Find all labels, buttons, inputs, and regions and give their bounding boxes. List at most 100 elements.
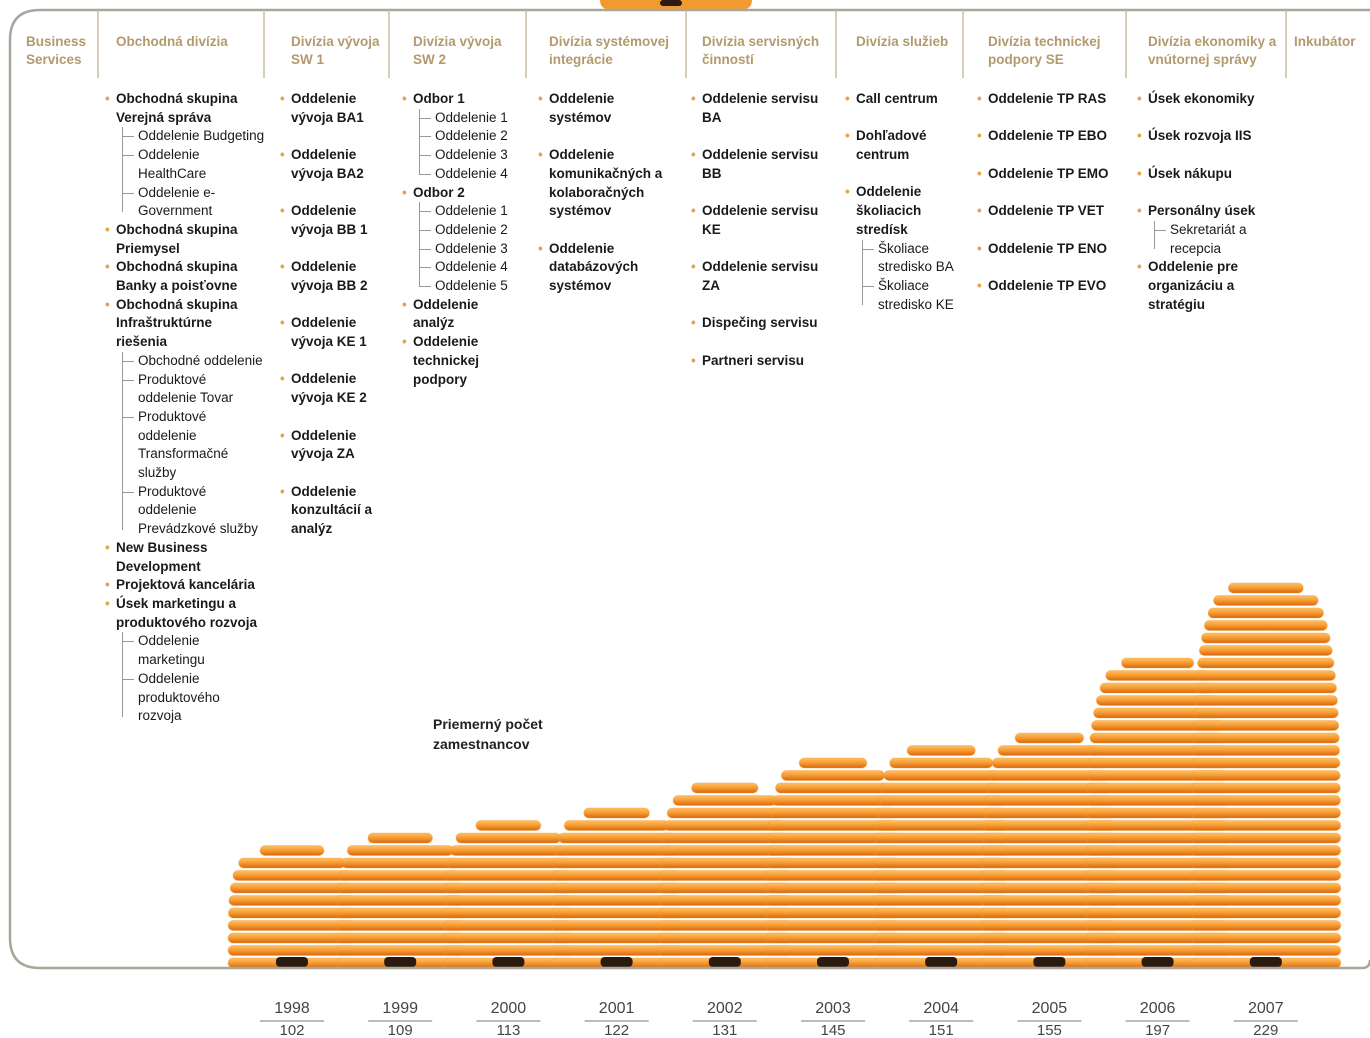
hive bbox=[872, 745, 1010, 969]
value-label: 122 bbox=[604, 1022, 629, 1038]
column-header: Divízia ekonomiky a vnútornej správy bbox=[1148, 34, 1277, 67]
hive-stripe bbox=[449, 845, 568, 856]
org-unit-label: Úsek ekonomiky bbox=[1148, 91, 1255, 106]
column-header: Inkubátor bbox=[1294, 34, 1356, 49]
column-header: Obchodná divízia bbox=[116, 34, 228, 49]
hive-stripe bbox=[1227, 582, 1304, 594]
bullet: • bbox=[691, 259, 696, 275]
org-unit: • Úsek ekonomiky bbox=[1137, 90, 1280, 109]
hive bbox=[1190, 582, 1342, 969]
org-unit-label: Obchodná skupina Priemysel bbox=[116, 221, 238, 256]
sub-unit-label: Oddelenie HealthCare bbox=[122, 146, 266, 183]
org-unit-label: Personálny úsek bbox=[1148, 203, 1256, 219]
top-tab-entrance bbox=[660, 0, 682, 6]
x-labels: 1998 102 1999 109 2000 113 2001 122 2002 131 2003 1… bbox=[260, 1000, 1298, 1038]
bullet: • bbox=[691, 352, 696, 368]
hive-entrance bbox=[1249, 957, 1282, 967]
hive-stripe bbox=[346, 845, 454, 856]
bullet: • bbox=[280, 259, 285, 275]
sub-unit-label: Oddelenie 1 bbox=[419, 109, 521, 128]
org-unit: • Oddelenie vývoja BA1 bbox=[280, 90, 386, 127]
column-header: Divízia vývoja SW 1 bbox=[291, 34, 380, 67]
bullet: • bbox=[105, 91, 110, 106]
column: • Oddelenie systémov • Oddelenie komunikačn… bbox=[538, 90, 674, 296]
bullet: • bbox=[402, 184, 407, 200]
frame bbox=[8, 8, 1370, 970]
bullet: • bbox=[280, 371, 285, 387]
x-tick-label: 2004 bbox=[923, 1000, 959, 1017]
org-unit: • New Business Development bbox=[105, 539, 266, 576]
hive-stripe bbox=[691, 782, 759, 794]
bullet: • bbox=[280, 315, 285, 331]
sub-unit-label: Oddelenie marketingu bbox=[122, 632, 266, 669]
hive-stripe bbox=[337, 870, 463, 881]
hive-stripe bbox=[1190, 907, 1342, 919]
hive-stripe bbox=[1191, 745, 1341, 756]
hive-stripe bbox=[1190, 882, 1342, 894]
bullet: • bbox=[538, 147, 543, 163]
hive-stripe bbox=[879, 782, 1003, 794]
hive-stripe bbox=[557, 832, 676, 844]
org-unit-label: Call centrum bbox=[856, 91, 938, 106]
bullet: • bbox=[1137, 128, 1142, 144]
hive-stripe bbox=[906, 745, 976, 756]
org-unit: • Oddelenie vývoja BB 2 bbox=[280, 258, 386, 295]
x-tick-label: 1998 bbox=[274, 1000, 310, 1017]
org-unit-label: Oddelenie školiacich stredísk bbox=[856, 184, 922, 237]
sub-unit-label: Oddelenie 2 bbox=[419, 127, 521, 146]
hive-stripe bbox=[780, 770, 886, 781]
org-unit-label: Úsek rozvoja IIS bbox=[1148, 128, 1252, 144]
hive-stripe bbox=[1190, 845, 1342, 856]
column-header: Business Services bbox=[26, 34, 87, 67]
column: • Oddelenie servisu BA • Oddelenie servisu … bbox=[691, 90, 827, 370]
column-header: Divízia systémovej integrácie bbox=[549, 34, 670, 67]
bullet: • bbox=[280, 91, 285, 106]
hive-stripe bbox=[672, 795, 778, 806]
x-tick-label: 2002 bbox=[707, 1000, 743, 1017]
value-label: 131 bbox=[712, 1022, 737, 1038]
hive-entrance bbox=[276, 957, 308, 967]
bullet: • bbox=[402, 91, 407, 106]
sub-units: Obchodné oddelenie Produktové oddelenie T… bbox=[122, 351, 266, 539]
bullet: • bbox=[977, 240, 982, 256]
sub-unit-label: Produktové oddelenie Transformačné služb… bbox=[122, 408, 266, 483]
org-unit-label: Oddelenie TP EVO bbox=[988, 277, 1107, 293]
sub-units: Oddelenie 1 Oddelenie 2 Oddelenie 3 Oddelen… bbox=[419, 202, 521, 296]
hive bbox=[227, 845, 357, 969]
sub-unit-label: Oddelenie 1 bbox=[419, 202, 521, 221]
column: • Call centrum • Dohľadové centrum • Oddeleni… bbox=[845, 90, 964, 314]
hive-stripe bbox=[259, 845, 325, 856]
org-unit-label: Oddelenie servisu BA bbox=[702, 91, 819, 125]
org-unit-label: Oddelenie TP VET bbox=[988, 203, 1105, 219]
value-label: 155 bbox=[1037, 1022, 1062, 1038]
hive-entrance bbox=[492, 957, 525, 967]
org-unit-label: Dohľadové centrum bbox=[856, 128, 927, 163]
bullet: • bbox=[105, 221, 110, 237]
org-unit: • Oddelenie školiacich stredísk Školiace s… bbox=[845, 183, 964, 314]
hive bbox=[980, 732, 1119, 969]
org-unit-label: Oddelenie vývoja BB 1 bbox=[291, 203, 368, 237]
bullet: • bbox=[977, 277, 982, 293]
sub-units: Sekretariát a recepcia bbox=[1154, 220, 1280, 258]
org-unit-label: New Business Development bbox=[116, 539, 208, 574]
bullet: • bbox=[280, 427, 285, 443]
org-unit: • Call centrum bbox=[845, 90, 964, 109]
hive-stripe bbox=[367, 832, 434, 844]
hive-stripe bbox=[1192, 720, 1340, 731]
org-unit: • Dispečing servisu bbox=[691, 314, 827, 333]
hive-stripe bbox=[1190, 870, 1342, 881]
org-unit: • Úsek marketingu a produktového rozvoja O… bbox=[105, 595, 266, 726]
hive-stripe bbox=[1190, 932, 1342, 944]
bullet: • bbox=[402, 334, 407, 350]
org-unit-label: Oddelenie systémov bbox=[549, 91, 615, 125]
hive-stripe bbox=[1120, 657, 1195, 669]
org-unit: • Odbor 1 Oddelenie 1 Oddelenie 2 Oddelenie … bbox=[402, 90, 521, 184]
hive-stripe bbox=[666, 807, 783, 819]
bullet: • bbox=[280, 483, 285, 499]
column-header: Divízia vývoja SW 2 bbox=[413, 34, 502, 67]
org-unit: • Obchodná skupina Infraštruktúrne riešen… bbox=[105, 296, 266, 539]
bullet: • bbox=[1137, 259, 1142, 275]
column: • Oddelenie TP RAS • Oddelenie TP EBO • Oddel… bbox=[977, 90, 1123, 296]
